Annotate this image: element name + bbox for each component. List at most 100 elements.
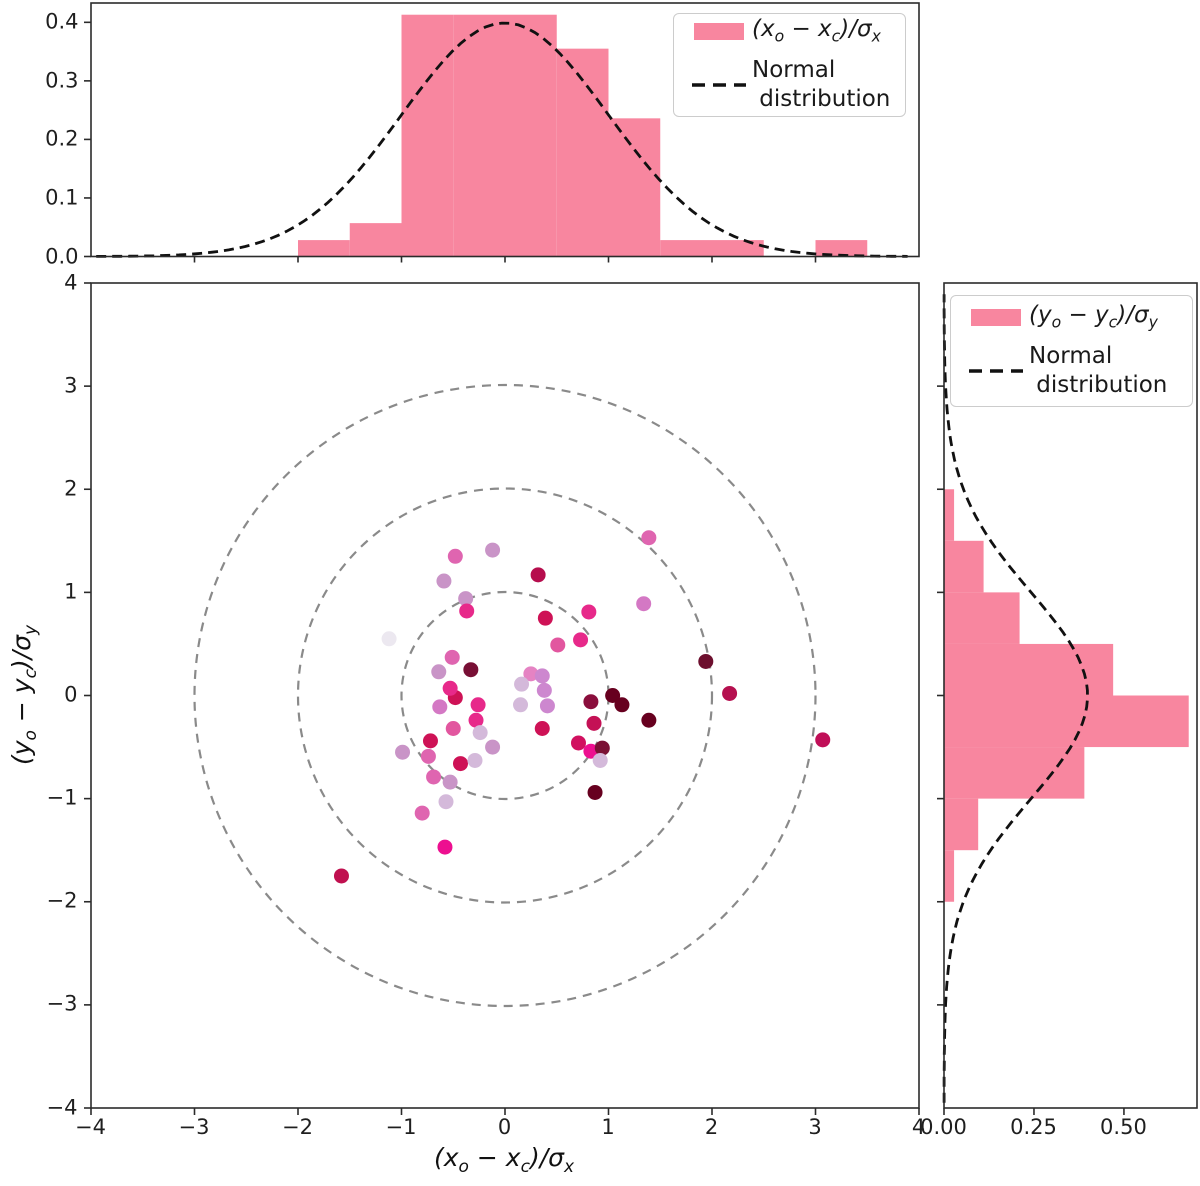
x-residual-histogram-bar xyxy=(349,223,401,257)
scatter-point xyxy=(381,630,397,646)
scatter-point xyxy=(333,867,349,883)
scatter-point xyxy=(522,665,538,681)
scatter-point xyxy=(484,739,500,755)
scatter-point xyxy=(484,542,500,558)
scatter-point xyxy=(587,784,603,800)
dashed-line-swatch-icon xyxy=(963,368,1029,373)
scatter-point xyxy=(457,590,473,606)
scatter-point xyxy=(466,752,482,768)
main-scatter-plot xyxy=(83,281,920,1115)
x-residual-histogram-bar xyxy=(659,240,712,257)
sigma-circle-2 xyxy=(296,486,713,904)
scatter-point xyxy=(431,698,447,714)
scatter-point xyxy=(435,573,451,589)
normal-distribution-curve xyxy=(942,293,1089,1103)
scatter-point xyxy=(534,667,550,683)
scatter-point xyxy=(472,724,488,740)
scatter-point xyxy=(425,768,441,784)
top-hist-ytick-label: 0.3 xyxy=(45,68,79,93)
main-ytick-label: 4 xyxy=(64,270,78,294)
x-residual-histogram-bar xyxy=(401,14,453,257)
scatter-point xyxy=(444,649,460,665)
scatter-point xyxy=(414,805,430,821)
x-residual-histogram-bar xyxy=(504,14,557,257)
scatter-point xyxy=(594,740,610,756)
y-axis-label: (yo − yc)/σy xyxy=(7,624,41,766)
scatter-point xyxy=(635,595,651,611)
x-residual-histogram-bar xyxy=(556,48,608,257)
scatter-point xyxy=(697,653,713,669)
scatter-point xyxy=(438,793,454,809)
main-ytick-label: −1 xyxy=(46,785,78,810)
y-residual-histogram-bar xyxy=(943,591,1020,644)
main-xtick-label: −4 xyxy=(75,1115,106,1139)
scatter-point xyxy=(582,743,598,759)
scatter-point xyxy=(462,661,478,677)
scatter-point xyxy=(436,839,452,855)
scatter-point xyxy=(586,715,602,731)
scatter-point xyxy=(458,602,474,618)
scatter-point xyxy=(640,529,656,545)
scatter-point xyxy=(530,566,546,582)
y-residual-histogram-bar xyxy=(943,746,1084,799)
scatter-point xyxy=(580,603,596,619)
main-ytick-label: −4 xyxy=(46,1095,78,1119)
scatter-point xyxy=(570,734,586,750)
scatter-point xyxy=(582,693,598,709)
top-hist-ytick-label: 0.2 xyxy=(45,126,79,151)
right-hist-xtick-label: 0.25 xyxy=(1010,1115,1057,1139)
main-ytick-label: 1 xyxy=(64,579,78,604)
legend-label-normal-distribution: Normal distribution xyxy=(1029,343,1168,398)
scatter-point xyxy=(534,720,550,736)
x-residual-histogram-bar xyxy=(815,240,867,257)
legend-label-normal-distribution: Normal distribution xyxy=(752,57,891,112)
scatter-point xyxy=(592,752,608,768)
scatter-point xyxy=(539,697,555,713)
y-residual-histogram-bar xyxy=(943,695,1189,747)
scatter-point xyxy=(613,696,629,712)
scatter-point xyxy=(513,676,529,692)
scatter-point xyxy=(572,631,588,647)
right-histogram-legend: (yo − yc)/σy Normal distribution xyxy=(950,295,1193,407)
normal-distribution-curve xyxy=(95,21,908,258)
histogram-swatch-icon xyxy=(686,22,752,40)
main-ytick-label: 0 xyxy=(64,682,78,707)
sigma-circle-3 xyxy=(192,383,817,1007)
scatter-point xyxy=(721,685,737,701)
scatter-point xyxy=(447,548,463,564)
main-ytick-label: 2 xyxy=(64,476,78,501)
x-axis-label: (xo − xc)/σx xyxy=(433,1143,575,1177)
scatter-point xyxy=(549,636,565,652)
main-xtick-label: 4 xyxy=(911,1115,926,1139)
main-xtick-label: 0 xyxy=(497,1115,512,1139)
scatter-point xyxy=(814,731,830,747)
scatter-point xyxy=(430,663,446,679)
main-xtick-label: −3 xyxy=(178,1115,210,1139)
scatter-point xyxy=(604,687,620,703)
histogram-swatch-icon xyxy=(963,308,1029,326)
main-xtick-label: −1 xyxy=(385,1115,417,1139)
legend-row-normal: Normal distribution xyxy=(963,342,1180,400)
main-ytick-label: −3 xyxy=(46,991,78,1016)
y-residual-histogram-bar xyxy=(943,849,954,902)
right-hist-xtick-label: 0.00 xyxy=(920,1115,967,1139)
main-xtick-label: 3 xyxy=(808,1115,822,1139)
dashed-line-swatch-icon xyxy=(686,82,752,87)
main-xtick-label: −2 xyxy=(282,1115,313,1139)
scatter-point xyxy=(468,712,484,728)
scatter-point xyxy=(640,712,656,728)
right-histogram-plot xyxy=(936,281,1198,1115)
scatter-point xyxy=(537,610,553,626)
top-hist-ytick-label: 0.1 xyxy=(45,185,79,210)
scatter-point xyxy=(394,744,410,760)
legend-row-histogram: (xo − xc)/σx xyxy=(686,16,893,46)
scatter-point xyxy=(536,682,552,698)
legend-row-histogram: (yo − yc)/σy xyxy=(963,302,1180,332)
legend-label-x-residuals: (xo − xc)/σx xyxy=(752,16,881,47)
main-ytick-label: −2 xyxy=(46,888,78,913)
y-residual-histogram-bar xyxy=(943,643,1113,695)
x-residual-histogram-bar xyxy=(297,240,350,257)
y-residual-histogram-bar xyxy=(943,540,984,592)
scatter-point xyxy=(512,696,528,712)
